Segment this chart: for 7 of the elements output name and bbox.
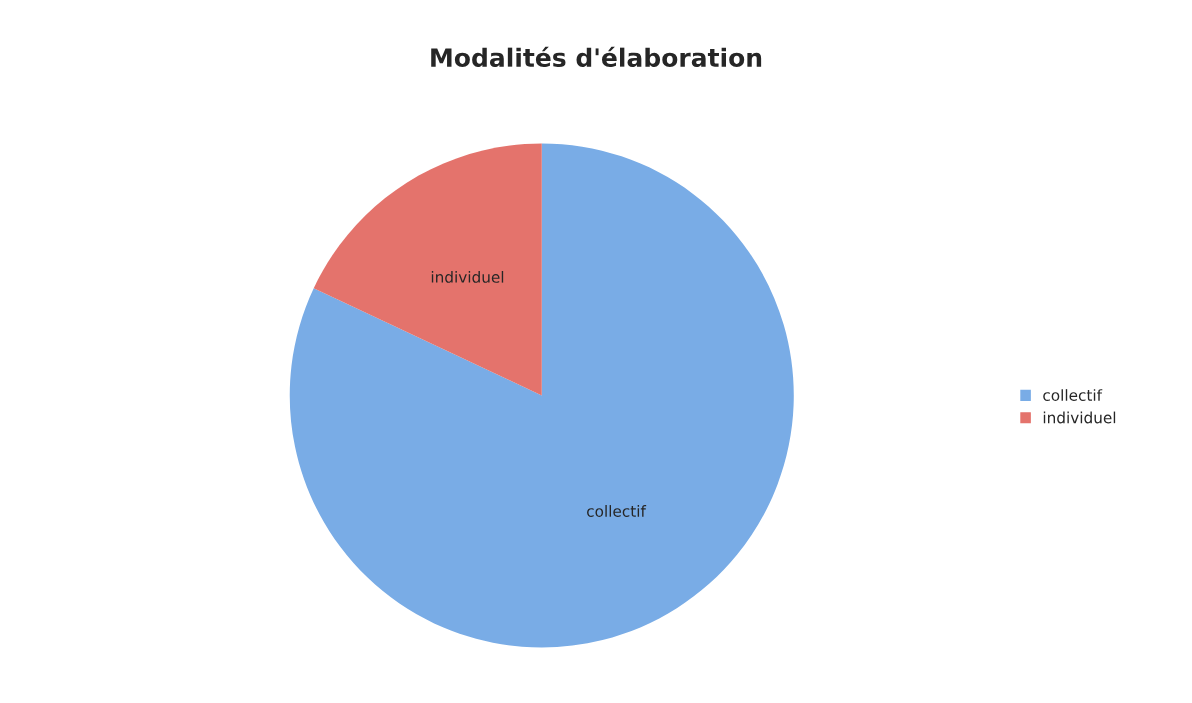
slice-label: individuel [431,271,504,283]
pie-slice [313,143,542,396]
legend-label: collectif [1043,389,1103,401]
pie-slice [289,143,794,648]
legend-label: individuel [1043,411,1116,424]
slice-label: collectif [587,505,647,517]
chart-title: Modalités d'élaboration [431,46,762,68]
